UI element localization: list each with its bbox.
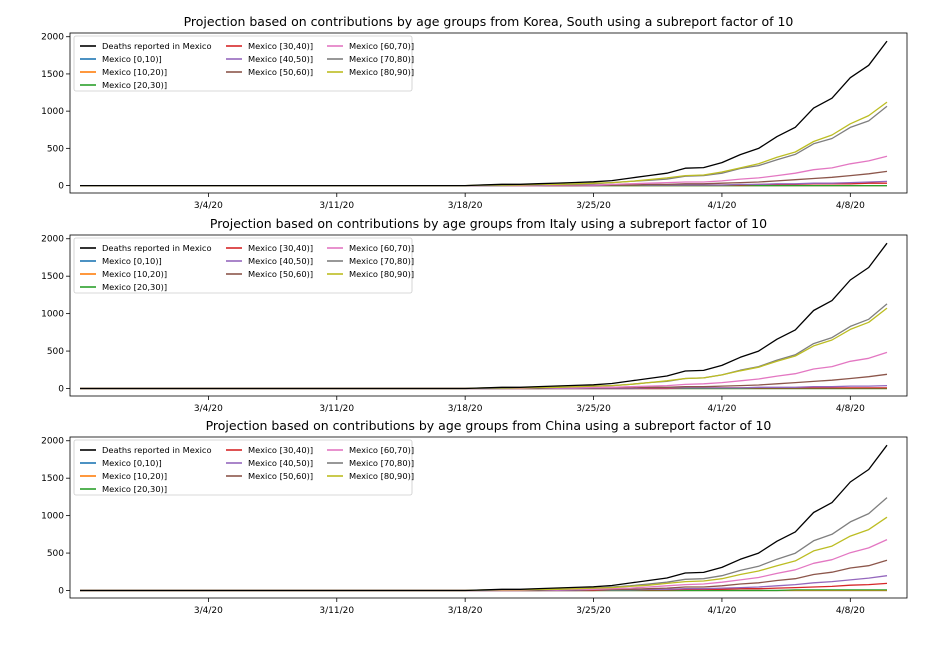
legend-label: Mexico [50,60)]: [248, 471, 313, 481]
y-tick-label: 0: [58, 587, 64, 597]
x-tick-label: 4/1/20: [707, 606, 736, 616]
legend-label: Mexico [30,40)]: [248, 445, 313, 455]
legend-box: [73, 237, 413, 294]
legend-label: Mexico [70,80)]: [349, 256, 414, 266]
y-tick-label: 1500: [41, 474, 64, 484]
chart-panel: Projection based on contributions by age…: [41, 418, 908, 616]
legend-label: Mexico [10,20)]: [102, 269, 167, 279]
plot-frame: [69, 32, 908, 194]
y-tick-label: 2000: [41, 33, 64, 43]
legend-label: Mexico [0,10)]: [102, 256, 162, 266]
legend-label: Mexico [60,70)]: [349, 445, 414, 455]
legend-label: Mexico [50,60)]: [248, 67, 313, 77]
legend-label: Mexico [80,90)]: [349, 471, 414, 481]
legend-label: Mexico [60,70)]: [349, 41, 414, 51]
legend-label: Mexico [80,90)]: [349, 269, 414, 279]
y-tick-label: 1500: [41, 272, 64, 282]
y-tick-label: 1000: [41, 310, 64, 320]
legend-label: Mexico [50,60)]: [248, 269, 313, 279]
x-tick-label: 3/4/20: [194, 606, 223, 616]
plot-frame: [69, 436, 908, 599]
chart-title: Projection based on contributions by age…: [210, 216, 767, 231]
legend-label: Mexico [40,50)]: [248, 256, 313, 266]
legend-label: Mexico [20,30)]: [102, 80, 167, 90]
x-tick-label: 3/18/20: [448, 606, 483, 616]
y-tick-label: 2000: [41, 235, 64, 245]
legend-box: [73, 35, 413, 92]
legend-label: Mexico [80,90)]: [349, 67, 414, 77]
x-tick-label: 4/1/20: [707, 404, 736, 414]
x-tick-label: 4/8/20: [836, 201, 865, 211]
legend-label: Deaths reported in Mexico: [102, 445, 212, 455]
legend-label: Mexico [60,70)]: [349, 243, 414, 253]
x-tick-label: 3/4/20: [194, 201, 223, 211]
x-tick-label: 3/11/20: [319, 404, 354, 414]
y-tick-label: 1000: [41, 512, 64, 522]
legend-label: Mexico [20,30)]: [102, 484, 167, 494]
chart-title: Projection based on contributions by age…: [184, 14, 794, 29]
y-tick-label: 1500: [41, 70, 64, 80]
y-tick-label: 0: [58, 385, 64, 395]
legend-label: Mexico [10,20)]: [102, 67, 167, 77]
legend-box: [73, 439, 413, 496]
x-tick-label: 4/8/20: [836, 404, 865, 414]
legend-label: Mexico [70,80)]: [349, 458, 414, 468]
x-tick-label: 4/1/20: [707, 201, 736, 211]
series-line: [80, 539, 888, 592]
x-tick-label: 3/25/20: [576, 606, 611, 616]
series-line: [80, 497, 888, 592]
legend-label: Mexico [30,40)]: [248, 243, 313, 253]
x-tick-label: 3/11/20: [319, 201, 354, 211]
series-line: [80, 105, 888, 187]
legend-label: Mexico [30,40)]: [248, 41, 313, 51]
y-tick-label: 0: [58, 182, 64, 192]
legend-label: Mexico [10,20)]: [102, 471, 167, 481]
series-line: [80, 170, 888, 187]
y-tick-label: 500: [47, 347, 64, 357]
chart-title: Projection based on contributions by age…: [206, 418, 772, 433]
plot-frame: [69, 234, 908, 397]
chart-panel: Projection based on contributions by age…: [41, 14, 908, 211]
y-tick-label: 500: [47, 549, 64, 559]
legend-label: Mexico [0,10)]: [102, 54, 162, 64]
series-line: [80, 40, 888, 187]
series-line: [80, 351, 888, 390]
legend-label: Mexico [40,50)]: [248, 458, 313, 468]
y-tick-label: 2000: [41, 437, 64, 447]
series-line: [80, 516, 888, 592]
series-line: [80, 444, 888, 592]
x-tick-label: 3/11/20: [319, 606, 354, 616]
x-tick-label: 3/25/20: [576, 201, 611, 211]
x-tick-label: 3/4/20: [194, 404, 223, 414]
x-tick-label: 3/25/20: [576, 404, 611, 414]
series-line: [80, 373, 888, 390]
chart-panel: Projection based on contributions by age…: [41, 216, 908, 414]
legend-label: Mexico [0,10)]: [102, 458, 162, 468]
y-tick-label: 1000: [41, 107, 64, 117]
legend-label: Deaths reported in Mexico: [102, 41, 212, 51]
legend-label: Mexico [40,50)]: [248, 54, 313, 64]
legend-label: Deaths reported in Mexico: [102, 243, 212, 253]
legend-label: Mexico [20,30)]: [102, 282, 167, 292]
series-line: [80, 242, 888, 390]
x-tick-label: 3/18/20: [448, 201, 483, 211]
series-line: [80, 307, 888, 390]
legend-label: Mexico [70,80)]: [349, 54, 414, 64]
x-tick-label: 3/18/20: [448, 404, 483, 414]
y-tick-label: 500: [47, 144, 64, 154]
x-tick-label: 4/8/20: [836, 606, 865, 616]
